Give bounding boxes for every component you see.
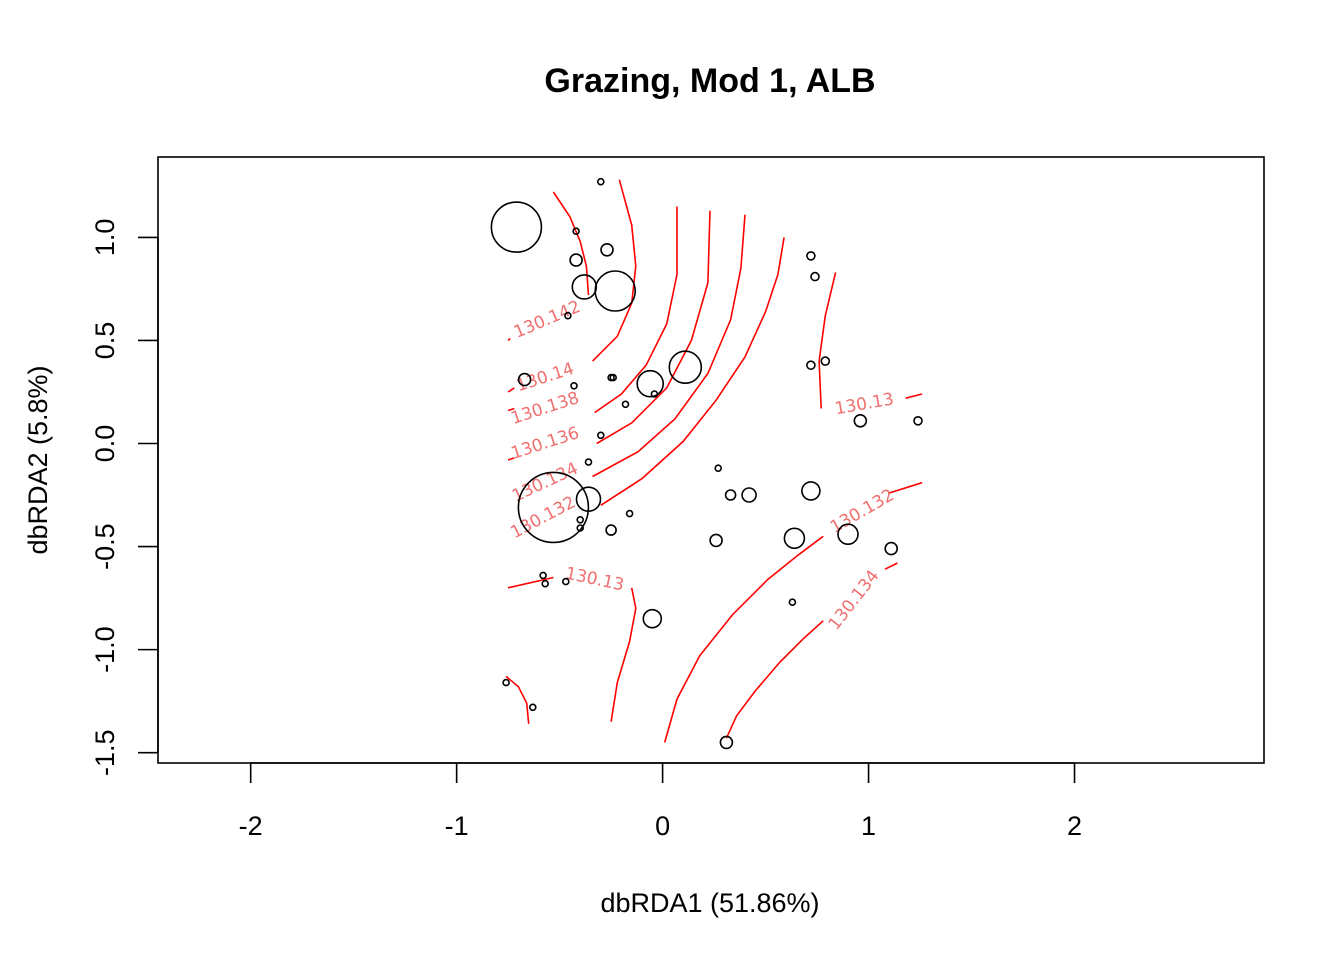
contour-line-5 <box>594 206 678 414</box>
contour-line-0 <box>507 337 511 341</box>
data-point-43 <box>502 678 510 687</box>
y-axis-label: dbRDA2 (5.8%) <box>23 365 53 554</box>
contour-line-2 <box>507 387 515 393</box>
contour-line-12 <box>507 576 554 589</box>
data-point-42 <box>788 598 797 607</box>
contour-line-14 <box>505 675 530 724</box>
contour-line-15 <box>888 481 923 494</box>
data-point-15 <box>621 400 630 409</box>
data-point-36 <box>853 413 868 428</box>
contour-line-11 <box>905 393 923 399</box>
contour-labels: 130.142130.14130.138130.136130.134130.13… <box>507 297 897 634</box>
data-point-2 <box>572 227 580 235</box>
contour-label-10: 130.13 <box>833 389 895 419</box>
x-tick-label-0: -2 <box>239 811 263 841</box>
data-point-5 <box>571 274 598 300</box>
data-point-6 <box>594 270 637 312</box>
data-point-19 <box>517 471 590 544</box>
data-point-45 <box>719 735 734 750</box>
data-point-25 <box>724 489 737 501</box>
data-point-11 <box>609 373 618 382</box>
data-point-44 <box>528 703 537 712</box>
y-tick-label-1: -1.0 <box>90 626 120 673</box>
y-tick-label-3: 0.0 <box>90 425 120 463</box>
x-tick-label-4: 2 <box>1067 811 1082 841</box>
data-point-27 <box>801 481 821 501</box>
contour-line-17 <box>884 562 898 570</box>
contour-label-17: 130.134 <box>825 566 884 634</box>
data-point-37 <box>913 415 923 426</box>
plot-frame <box>157 156 1265 764</box>
x-tick-label-2: 0 <box>655 811 670 841</box>
contour-line-16 <box>663 535 824 743</box>
contour-line-13 <box>610 587 637 722</box>
x-tick-label-1: -1 <box>445 811 469 841</box>
y-tick-label-5: 1.0 <box>90 219 120 257</box>
data-point-8 <box>668 350 703 385</box>
data-point-28 <box>783 527 806 550</box>
data-point-16 <box>596 431 605 440</box>
data-point-32 <box>806 251 816 261</box>
y-tick-label-0: -1.5 <box>90 729 120 776</box>
data-point-23 <box>605 524 617 536</box>
contour-line-10 <box>818 272 837 409</box>
data-point-9 <box>517 372 532 387</box>
data-point-34 <box>806 360 816 371</box>
data-point-20 <box>625 509 634 518</box>
x-axis: -2 -1 0 1 2 <box>239 762 1082 841</box>
x-tick-label-3: 1 <box>861 811 876 841</box>
y-tick-label-2: -0.5 <box>90 523 120 570</box>
y-tick-label-4: 0.5 <box>90 322 120 360</box>
data-point-30 <box>884 541 899 556</box>
contour-label-15: 130.132 <box>827 485 898 537</box>
data-point-1 <box>596 177 605 186</box>
data-point-13 <box>570 381 578 390</box>
contour-line-8 <box>592 214 746 478</box>
contour-label-6: 130.136 <box>509 423 582 464</box>
data-point-21 <box>576 515 585 524</box>
data-points <box>490 177 923 750</box>
data-point-14 <box>650 390 659 398</box>
contour-line-18 <box>725 620 824 739</box>
contour-label-0: 130.142 <box>511 297 584 343</box>
data-point-29 <box>837 523 859 546</box>
data-point-7 <box>564 311 572 320</box>
data-point-31 <box>709 533 723 548</box>
contour-label-12: 130.13 <box>563 564 625 596</box>
x-axis-label: dbRDA1 (51.86%) <box>600 888 819 918</box>
data-point-3 <box>600 243 614 257</box>
contour-line-6 <box>507 457 515 461</box>
data-point-22 <box>576 524 585 532</box>
data-point-4 <box>569 253 583 267</box>
data-point-26 <box>741 487 757 503</box>
data-point-38 <box>539 571 547 580</box>
data-point-17 <box>584 458 593 466</box>
data-point-24 <box>714 464 723 473</box>
data-point-39 <box>541 579 550 588</box>
contour-lines <box>505 179 923 743</box>
data-point-35 <box>820 356 831 366</box>
data-point-41 <box>642 608 663 629</box>
contour-line-4 <box>507 407 515 412</box>
data-point-0 <box>490 201 543 253</box>
data-point-33 <box>810 271 820 282</box>
data-point-40 <box>561 577 570 586</box>
contour-line-9 <box>600 237 785 506</box>
data-point-12 <box>636 369 665 398</box>
y-axis: -1.5 -1.0 -0.5 0.0 0.5 1.0 <box>90 219 159 776</box>
chart-title: Grazing, Mod 1, ALB <box>544 62 875 100</box>
contour-line-1 <box>552 191 590 296</box>
contour-line-7 <box>596 210 711 445</box>
